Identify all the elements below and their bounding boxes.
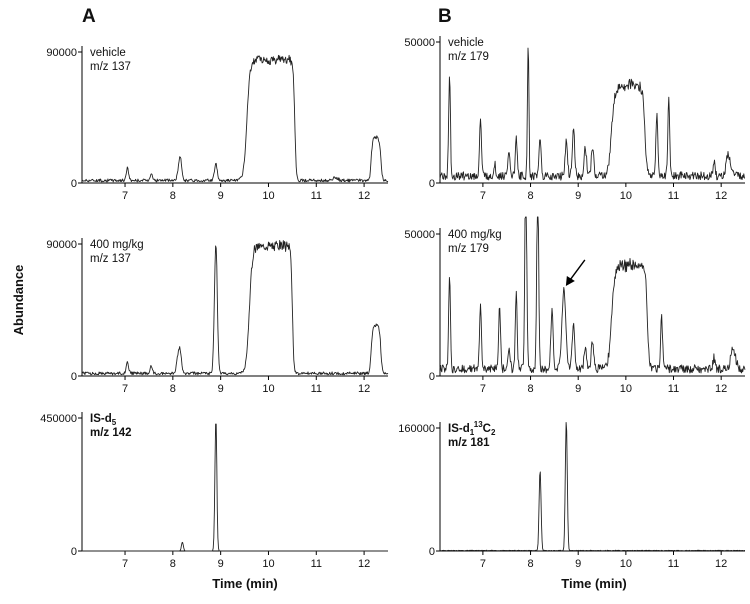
y-tick-label: 0 <box>429 546 435 558</box>
x-tick-label: 9 <box>218 558 224 570</box>
x-axis-title-a: Time (min) <box>212 576 278 591</box>
x-tick-label: 8 <box>170 190 176 202</box>
condition-label: IS-d113C2 <box>448 420 496 437</box>
y-tick-label: 160000 <box>398 423 435 435</box>
label-subscript: 2 <box>491 428 496 437</box>
x-tick-label: 7 <box>480 190 486 202</box>
chromatogram-trace <box>439 216 746 374</box>
x-tick-label: 10 <box>262 383 274 395</box>
chromatogram-trace <box>82 423 388 552</box>
x-tick-label: 8 <box>527 190 533 202</box>
ion-label: m/z 137 <box>90 61 131 73</box>
y-tick-label: 0 <box>429 178 435 190</box>
condition-label: vehicle <box>90 47 126 59</box>
y-tick-label: 0 <box>71 178 77 190</box>
chromatogram-trace <box>439 47 746 181</box>
ion-label: m/z 179 <box>448 51 489 63</box>
arrow-head <box>565 275 575 286</box>
x-tick-label: 11 <box>668 190 679 202</box>
x-tick-label: 8 <box>170 558 176 570</box>
y-tick-label: 50000 <box>404 37 435 49</box>
x-tick-label: 9 <box>575 558 581 570</box>
x-tick-label: 10 <box>262 558 274 570</box>
x-tick-label: 9 <box>575 190 581 202</box>
x-tick-label: 12 <box>358 190 370 202</box>
chromatogram-trace <box>81 239 389 376</box>
chromatogram-trace <box>439 422 746 552</box>
condition-label: 400 mg/kg <box>90 239 144 251</box>
chromatogram-panel-1: 0 90000 7 8 9 10 11 12 vehicle m/z 137 <box>46 46 389 202</box>
y-axis-title: Abundance <box>11 265 26 336</box>
chromatogram-panel-3: 0 90000 7 8 9 10 11 12 400 mg/kg m/z 137 <box>46 238 389 395</box>
x-tick-label: 10 <box>620 190 632 202</box>
x-tick-label: 11 <box>311 383 322 395</box>
condition-label: 400 mg/kg <box>448 229 502 241</box>
label-element: C <box>483 423 491 435</box>
x-tick-label: 10 <box>262 190 274 202</box>
x-tick-label: 11 <box>668 558 679 570</box>
x-tick-label: 12 <box>715 558 727 570</box>
chromatogram-panel-2: 0 50000 7 8 9 10 11 12 vehicle m/z 179 <box>404 36 746 202</box>
label-subscript: 1 <box>470 428 475 437</box>
x-tick-label: 8 <box>170 383 176 395</box>
y-tick-label: 0 <box>429 371 435 383</box>
x-tick-label: 9 <box>575 383 581 395</box>
condition-label: IS-d5 <box>90 413 117 427</box>
chromatogram-panel-5: 0 450000 7 8 9 10 11 12 IS-d5m/z 142 <box>40 412 388 570</box>
x-tick-label: 9 <box>218 383 224 395</box>
x-axis-title-b: Time (min) <box>561 576 627 591</box>
x-tick-label: 10 <box>620 558 632 570</box>
y-tick-label: 90000 <box>46 239 77 251</box>
x-tick-label: 12 <box>715 190 727 202</box>
ion-label: m/z 179 <box>448 243 489 255</box>
x-tick-label: 7 <box>480 558 486 570</box>
panel-letter-b: B <box>438 6 452 27</box>
y-tick-label: 0 <box>71 546 77 558</box>
ion-label: m/z 142 <box>90 427 132 439</box>
x-tick-label: 10 <box>620 383 632 395</box>
panel-letter-a: A <box>82 6 96 27</box>
x-tick-label: 11 <box>668 383 679 395</box>
y-tick-label: 450000 <box>40 413 77 425</box>
x-tick-label: 7 <box>122 383 128 395</box>
y-tick-label: 90000 <box>46 47 77 59</box>
y-tick-label: 50000 <box>404 229 435 241</box>
x-tick-label: 7 <box>122 558 128 570</box>
x-tick-label: 12 <box>358 558 370 570</box>
x-tick-label: 11 <box>311 190 322 202</box>
ion-label: m/z 137 <box>90 253 131 265</box>
x-tick-label: 8 <box>527 558 533 570</box>
chromatogram-trace <box>81 54 389 183</box>
x-tick-label: 11 <box>311 558 322 570</box>
x-tick-label: 7 <box>480 383 486 395</box>
x-tick-label: 7 <box>122 190 128 202</box>
x-tick-label: 12 <box>715 383 727 395</box>
x-tick-label: 9 <box>218 190 224 202</box>
label-subscript: 5 <box>112 418 117 427</box>
chromatogram-panel-4: 0 50000 7 8 9 10 11 12 400 mg/kg m/z 179 <box>404 216 746 395</box>
x-tick-label: 8 <box>527 383 533 395</box>
x-tick-label: 12 <box>358 383 370 395</box>
y-tick-label: 0 <box>71 371 77 383</box>
condition-label: vehicle <box>448 37 484 49</box>
ion-label: m/z 181 <box>448 437 490 449</box>
label-superscript: 13 <box>474 420 483 429</box>
